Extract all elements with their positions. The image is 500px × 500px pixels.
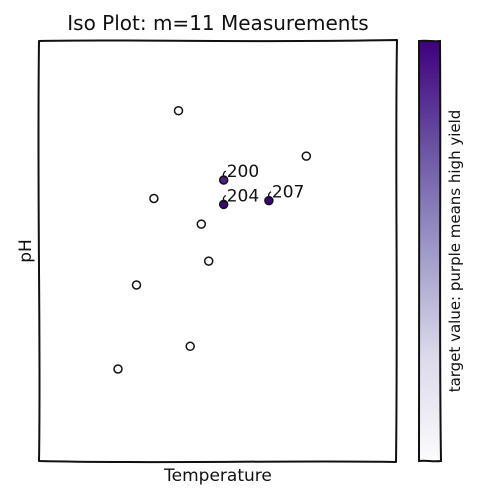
annotation-leader-207 <box>268 191 272 199</box>
plot-frame <box>37 39 398 464</box>
annotation-label-207: 207 <box>272 183 304 203</box>
colorbar-frame <box>417 39 443 463</box>
data-point-6 <box>131 280 142 290</box>
annotation-label-200: 200 <box>227 162 259 182</box>
data-point-8 <box>113 364 123 374</box>
colorbar-gradient <box>419 41 440 461</box>
x-axis-label: Temperature <box>163 466 272 486</box>
data-point-2 <box>301 151 312 161</box>
annotation-leader-200 <box>222 170 227 179</box>
points-layer <box>113 105 312 374</box>
data-point-7 <box>185 341 195 352</box>
data-point-1 <box>173 105 184 116</box>
annotations-layer: 200 204 207 <box>222 162 304 206</box>
colorbar-label: target value: purple means high yield <box>446 110 464 393</box>
data-point-4 <box>196 219 207 229</box>
data-point-5 <box>203 256 214 266</box>
chart-title: Iso Plot: m=11 Measurements <box>67 11 368 35</box>
y-axis-label: pH <box>16 239 36 263</box>
annotation-leader-204 <box>222 194 227 203</box>
annotation-label-204: 204 <box>227 186 259 206</box>
data-point-3 <box>149 193 159 204</box>
